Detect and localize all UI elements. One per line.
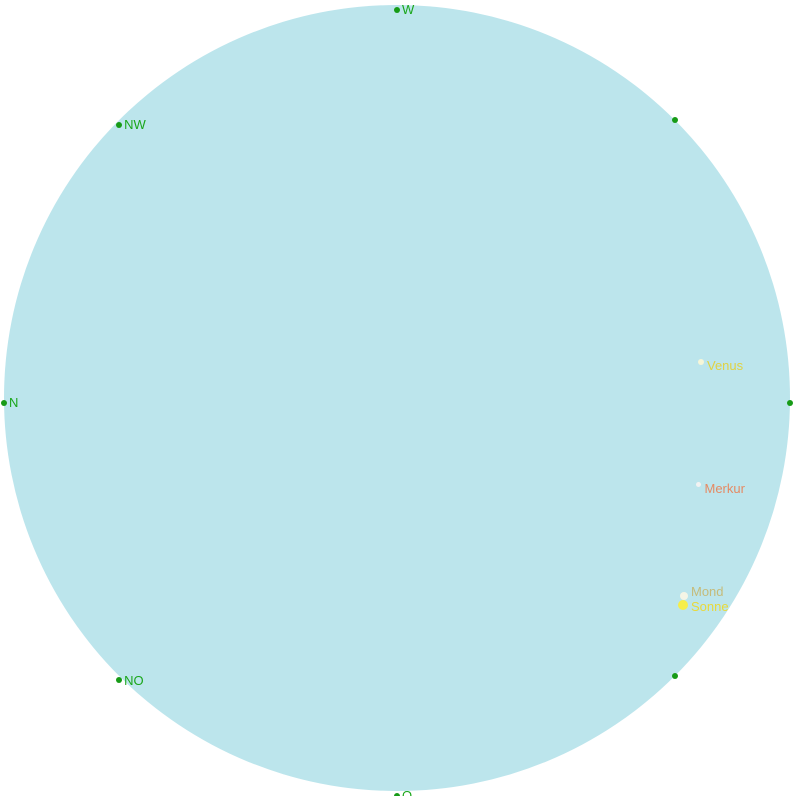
- compass-dot-icon: [1, 400, 7, 406]
- compass-label: NO: [124, 673, 144, 688]
- compass-label: NW: [124, 117, 146, 132]
- merkur-dot-icon: [696, 482, 701, 487]
- compass-point-w: W: [394, 2, 414, 17]
- compass-label: N: [9, 395, 18, 410]
- compass-dot-icon: [672, 673, 678, 679]
- compass-label: W: [402, 2, 414, 17]
- compass-dot-icon: [116, 677, 122, 683]
- compass-dot-icon: [787, 400, 793, 406]
- body-venus: Venus: [698, 354, 743, 369]
- compass-point-no: NO: [116, 673, 144, 688]
- venus-label: Venus: [707, 358, 743, 373]
- compass-point-o: O: [394, 788, 412, 796]
- compass-point-nw: NW: [116, 117, 146, 132]
- compass-dot-icon: [116, 122, 122, 128]
- body-sonne: Sonne: [678, 597, 729, 612]
- compass-point-sw: [672, 117, 678, 123]
- venus-dot-icon: [698, 359, 704, 365]
- sonne-dot-icon: [678, 600, 688, 610]
- body-merkur: Merkur: [696, 477, 744, 492]
- compass-point-so: [672, 673, 678, 679]
- compass-dot-icon: [394, 793, 400, 796]
- compass-dot-icon: [394, 7, 400, 13]
- compass-point-n: N: [1, 395, 18, 410]
- compass-dot-icon: [672, 117, 678, 123]
- merkur-label: Merkur: [705, 481, 745, 496]
- compass-label: O: [402, 788, 412, 796]
- compass-point-s: S: [787, 395, 795, 410]
- sky-map: WSONONNW VenusMerkurMondSonne: [0, 0, 795, 796]
- sonne-label: Sonne: [691, 599, 729, 614]
